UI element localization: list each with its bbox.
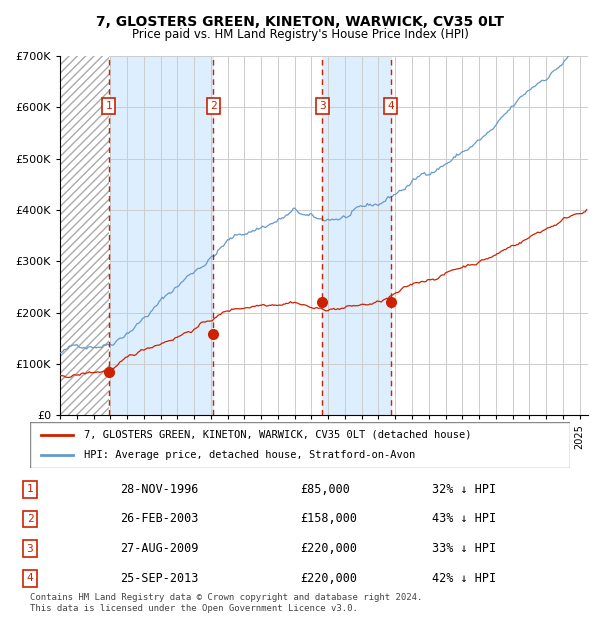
Text: 4: 4 — [26, 574, 34, 583]
Text: Price paid vs. HM Land Registry's House Price Index (HPI): Price paid vs. HM Land Registry's House … — [131, 28, 469, 41]
Bar — [109, 56, 214, 415]
Text: 2: 2 — [26, 514, 34, 524]
FancyBboxPatch shape — [30, 422, 570, 468]
Text: 26-FEB-2003: 26-FEB-2003 — [120, 513, 199, 525]
Text: 42% ↓ HPI: 42% ↓ HPI — [432, 572, 496, 585]
Text: 27-AUG-2009: 27-AUG-2009 — [120, 542, 199, 555]
Text: 25-SEP-2013: 25-SEP-2013 — [120, 572, 199, 585]
Text: 3: 3 — [26, 544, 34, 554]
Bar — [322, 56, 391, 415]
Text: Contains HM Land Registry data © Crown copyright and database right 2024.
This d: Contains HM Land Registry data © Crown c… — [30, 593, 422, 613]
Text: 3: 3 — [319, 101, 326, 111]
Text: 28-NOV-1996: 28-NOV-1996 — [120, 483, 199, 495]
Text: 1: 1 — [106, 101, 112, 111]
Bar — [60, 56, 109, 415]
Text: 43% ↓ HPI: 43% ↓ HPI — [432, 513, 496, 525]
Text: £85,000: £85,000 — [300, 483, 350, 495]
Text: 7, GLOSTERS GREEN, KINETON, WARWICK, CV35 0LT: 7, GLOSTERS GREEN, KINETON, WARWICK, CV3… — [96, 16, 504, 30]
Text: 32% ↓ HPI: 32% ↓ HPI — [432, 483, 496, 495]
Text: 33% ↓ HPI: 33% ↓ HPI — [432, 542, 496, 555]
Text: 7, GLOSTERS GREEN, KINETON, WARWICK, CV35 0LT (detached house): 7, GLOSTERS GREEN, KINETON, WARWICK, CV3… — [84, 430, 472, 440]
Text: 4: 4 — [388, 101, 394, 111]
Bar — [60, 56, 109, 415]
Text: £158,000: £158,000 — [300, 513, 357, 525]
Text: £220,000: £220,000 — [300, 572, 357, 585]
Text: 2: 2 — [210, 101, 217, 111]
Text: HPI: Average price, detached house, Stratford-on-Avon: HPI: Average price, detached house, Stra… — [84, 450, 415, 460]
Text: 1: 1 — [26, 484, 34, 494]
Text: £220,000: £220,000 — [300, 542, 357, 555]
